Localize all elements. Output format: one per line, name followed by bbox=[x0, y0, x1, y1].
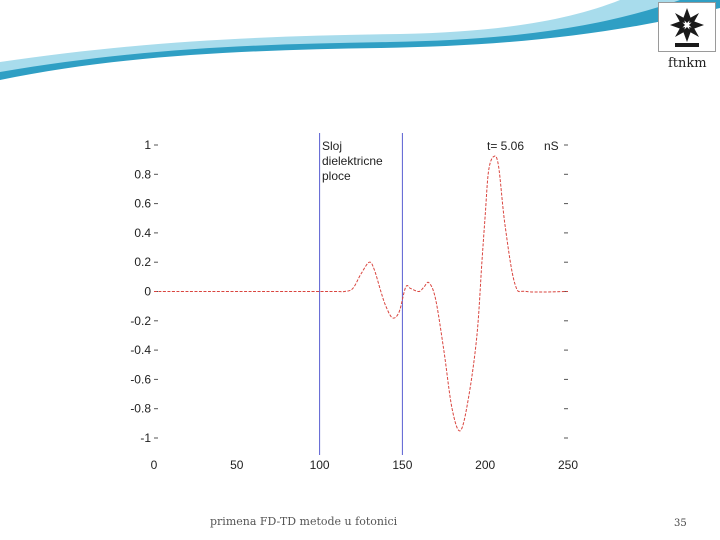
plot-area bbox=[150, 133, 570, 451]
x-axis-tick-labels: 0 50 100 150 200 250 bbox=[151, 458, 579, 472]
y-tick-label: -1 bbox=[140, 431, 151, 445]
annotation-line: dielektricne bbox=[322, 154, 383, 168]
y-tick-label: 0.2 bbox=[134, 255, 151, 269]
y-tick-label: 0 bbox=[144, 285, 151, 299]
time-value-label: t= 5.06 bbox=[487, 139, 524, 153]
x-tick-label: 250 bbox=[558, 458, 578, 472]
brand-name: ftnkm bbox=[668, 56, 707, 71]
x-tick-label: 50 bbox=[230, 458, 244, 472]
x-tick-label: 200 bbox=[475, 458, 495, 472]
annotation-line: ploce bbox=[322, 169, 351, 183]
footer-title: primena FD-TD metode u fotonici bbox=[210, 515, 398, 528]
y-tick-label: -0.8 bbox=[130, 402, 151, 416]
time-unit-label: nS bbox=[544, 139, 559, 153]
y-axis-tick-labels: 1 0.8 0.6 0.4 0.2 0 -0.2 -0.4 -0.6 -0.8 -1 bbox=[130, 138, 151, 445]
brand-logo bbox=[658, 2, 716, 52]
snowflake-logo-icon bbox=[670, 8, 704, 47]
y-tick-label: 0.8 bbox=[134, 167, 151, 181]
annotation-line: Sloj bbox=[322, 139, 342, 153]
page-number: 35 bbox=[674, 518, 687, 529]
series-lines bbox=[154, 155, 569, 432]
plot-background bbox=[150, 133, 570, 451]
y-tick-label: 0.4 bbox=[134, 226, 151, 240]
y-axis-ticks-right bbox=[564, 144, 568, 439]
y-tick-label: 1 bbox=[144, 138, 151, 152]
y-tick-label: -0.2 bbox=[130, 314, 151, 328]
y-tick-label: -0.4 bbox=[130, 343, 151, 357]
time-annotation: t= 5.06 nS bbox=[487, 139, 559, 153]
y-tick-label: 0.6 bbox=[134, 197, 151, 211]
swoosh-band-mid bbox=[0, 0, 620, 62]
y-tick-label: -0.6 bbox=[130, 372, 151, 386]
pulse-series-line bbox=[154, 155, 569, 432]
x-tick-label: 0 bbox=[151, 458, 158, 472]
x-tick-label: 100 bbox=[310, 458, 330, 472]
header-swoosh-decoration bbox=[0, 0, 720, 80]
slab-boundary-lines bbox=[319, 133, 403, 455]
x-tick-label: 150 bbox=[392, 458, 412, 472]
